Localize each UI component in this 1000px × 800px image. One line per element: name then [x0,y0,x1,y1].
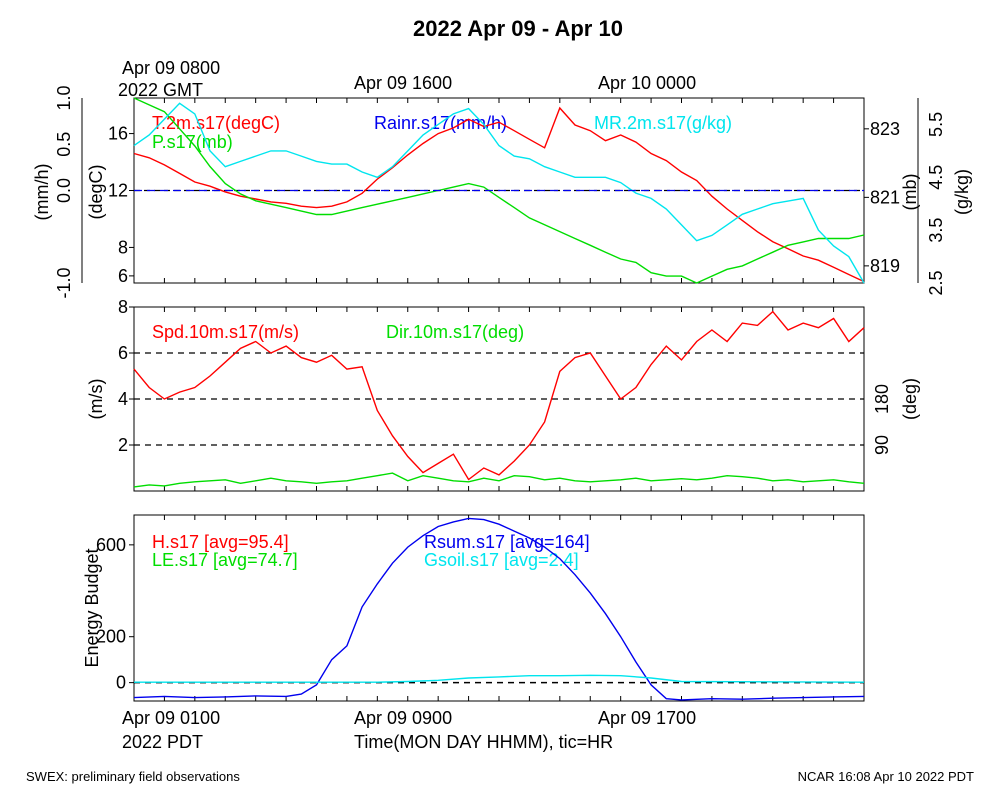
pressure-axis-tick-2: 823 [870,119,900,139]
pressure-line [133,97,865,284]
chart-marks: -1.0 0.0 0.5 1.0 6 8 12 16 819 821 823 2.5 3.5 4.5 5.5… [54,85,946,701]
temperature-axis-tick-3: 16 [108,124,128,144]
wind-direction-axis-tick-1: 180 [872,384,892,414]
mixing-ratio-axis-tick-2: 4.5 [926,165,946,190]
wind-direction-axis-tick-0: 90 [872,435,892,455]
pressure-axis-tick-0: 819 [870,256,900,276]
axis-label-temperature: (degC) [86,164,106,219]
legend-radiation-sum: Rsum.s17 [avg=164] [424,532,590,552]
legend-wind-direction: Dir.10m.s17(deg) [386,322,524,342]
rain-axis-tick-2: 0.5 [54,132,74,157]
wind-speed-axis-tick-0: 2 [118,435,128,455]
top-time-label-2: Apr 09 1600 [354,73,452,93]
footer-left: SWEX: preliminary field observations [26,769,240,784]
legend-latent-heat: LE.s17 [avg=74.7] [152,550,298,570]
wind-speed-axis-tick-3: 8 [118,297,128,317]
temperature-line [133,106,865,283]
temperature-axis-tick-1: 8 [118,237,128,257]
axis-label-rain: (mm/h) [32,164,52,221]
axis-label-energy-budget: Energy Budget [82,548,102,667]
chart-title: 2022 Apr 09 - Apr 10 [413,16,623,41]
legend-wind-speed: Spd.10m.s17(m/s) [152,322,299,342]
axis-label-wind-speed: (m/s) [86,379,106,420]
rain-axis-tick-1: 0.0 [54,178,74,203]
rain-axis-tick-0: -1.0 [54,267,74,298]
mixing-ratio-axis-tick-0: 2.5 [926,270,946,295]
radiation-sum-line [133,517,865,701]
axis-label-mixing-ratio: (g/kg) [952,169,972,215]
energy-axis-tick-2: 600 [96,535,126,555]
wind-speed-axis-tick-1: 4 [118,389,128,409]
top-time-sublabel: 2022 GMT [118,80,203,100]
energy-axis-tick-0: 0 [116,673,126,693]
legend-soil-heat: Gsoil.s17 [avg=2.4] [424,550,579,570]
axis-label-wind-direction: (deg) [900,378,920,420]
soil-heat-line [134,674,865,683]
bottom-time-label-1: Apr 09 0100 [122,708,220,728]
legend-pressure: P.s17(mb) [152,132,233,152]
wind-speed-line [133,310,865,481]
mixing-ratio-axis-tick-3: 5.5 [926,112,946,137]
rain-axis-tick-3: 1.0 [54,85,74,110]
footer-right: NCAR 16:08 Apr 10 2022 PDT [798,769,974,784]
legend-mixing-ratio: MR.2m.s17(g/kg) [594,113,732,133]
temperature-axis-tick-2: 12 [108,181,128,201]
wind-direction-line [133,472,865,488]
time-axis-label: Time(MON DAY HHMM), tic=HR [354,732,613,752]
pressure-axis-tick-1: 821 [870,187,900,207]
legend-sensible-heat: H.s17 [avg=95.4] [152,532,289,552]
bottom-time-label-3: Apr 09 1700 [598,708,696,728]
temperature-axis-tick-0: 6 [118,266,128,286]
legend-temperature: T.2m.s17(degC) [152,113,280,133]
top-time-label-1: Apr 09 0800 [122,58,220,78]
top-time-label-3: Apr 10 0000 [598,73,696,93]
wind-speed-axis-tick-2: 6 [118,343,128,363]
mixing-ratio-axis-tick-1: 3.5 [926,218,946,243]
energy-axis-tick-1: 200 [96,627,126,647]
bottom-time-label-2: Apr 09 0900 [354,708,452,728]
axis-label-pressure: (mb) [900,174,920,211]
mixing-ratio-line [133,102,865,284]
bottom-time-sublabel: 2022 PDT [122,732,203,752]
